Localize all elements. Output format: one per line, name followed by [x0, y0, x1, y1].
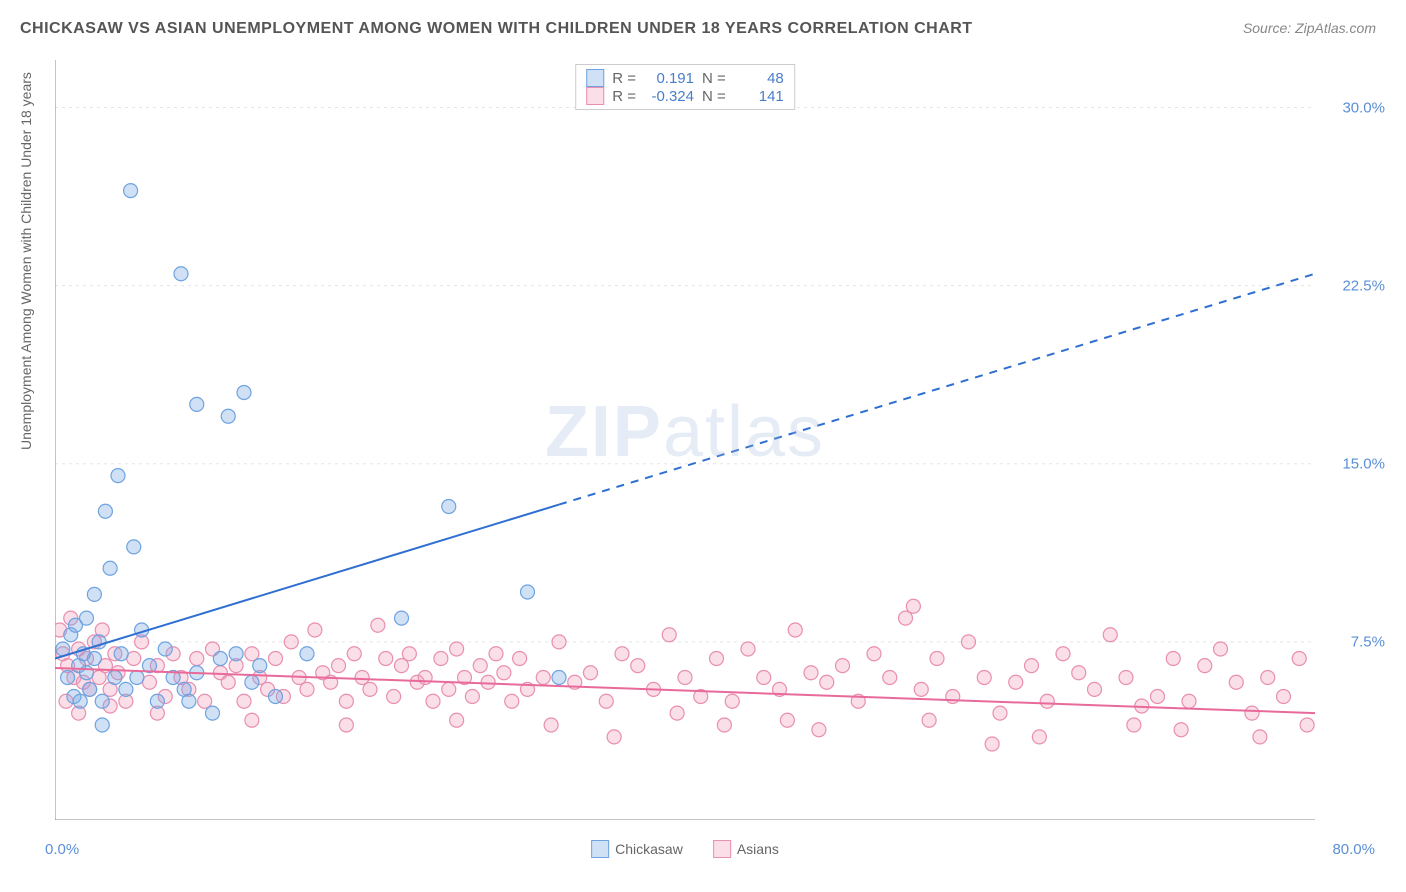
stats-row-asians: R = -0.324 N = 141 [586, 87, 784, 105]
legend-swatch-asians [713, 840, 731, 858]
legend-item-chickasaw: Chickasaw [591, 840, 683, 858]
y-tick-label: 22.5% [1342, 277, 1385, 294]
scatter-chart-svg [55, 60, 1315, 820]
x-axis-min-label: 0.0% [45, 841, 79, 858]
source-attribution: Source: ZipAtlas.com [1243, 20, 1376, 36]
y-tick-label: 7.5% [1351, 633, 1385, 650]
x-axis-max-label: 80.0% [1332, 841, 1375, 858]
legend-item-asians: Asians [713, 840, 779, 858]
legend-swatch-chickasaw [591, 840, 609, 858]
correlation-stats-box: R = 0.191 N = 48 R = -0.324 N = 141 [575, 64, 795, 110]
n-value-asians: 141 [734, 88, 784, 105]
n-label: N = [702, 88, 726, 105]
n-label: N = [702, 70, 726, 87]
r-label: R = [612, 88, 636, 105]
y-tick-label: 30.0% [1342, 99, 1385, 116]
swatch-asians [586, 87, 604, 105]
r-label: R = [612, 70, 636, 87]
chart-area: ZIPatlas R = 0.191 N = 48 R = -0.324 N =… [55, 60, 1315, 820]
y-axis-label: Unemployment Among Women with Children U… [18, 72, 34, 450]
stats-row-chickasaw: R = 0.191 N = 48 [586, 69, 784, 87]
n-value-chickasaw: 48 [734, 70, 784, 87]
chart-title: CHICKASAW VS ASIAN UNEMPLOYMENT AMONG WO… [20, 20, 973, 38]
r-value-asians: -0.324 [644, 88, 694, 105]
swatch-chickasaw [586, 69, 604, 87]
r-value-chickasaw: 0.191 [644, 70, 694, 87]
legend-label-chickasaw: Chickasaw [615, 841, 683, 857]
legend-bottom: Chickasaw Asians [591, 840, 779, 858]
legend-label-asians: Asians [737, 841, 779, 857]
y-tick-label: 15.0% [1342, 455, 1385, 472]
